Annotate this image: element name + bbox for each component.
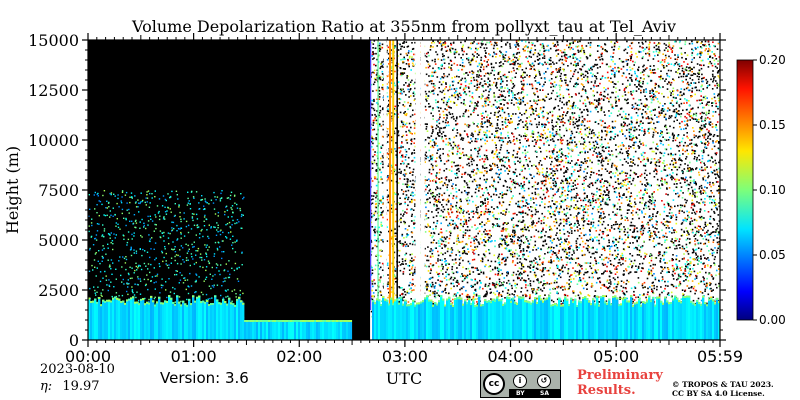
signal-streak — [415, 40, 421, 310]
y-axis: 0 2500 5000 7500 10000 12500 15000 — [28, 31, 726, 350]
colorbar-tick-label: 0.00 — [759, 313, 786, 327]
cc-license-badge[interactable]: cc i ↺ BY SA — [480, 370, 561, 398]
measurement-date: 2023-08-10 — [40, 362, 115, 377]
colorbar — [736, 59, 754, 321]
copyright-line-2: CC BY SA 4.0 License. — [672, 389, 765, 398]
signal-streak — [396, 40, 398, 310]
copyright-line-1: © TROPOS & TAU 2023. — [672, 380, 774, 389]
x-axis-label: UTC — [386, 369, 422, 388]
signal-streak — [370, 40, 372, 310]
y-tick-label: 10000 — [28, 131, 79, 150]
x-tick-label: 03:00 — [382, 347, 428, 366]
y-tick-label: 5000 — [38, 231, 79, 250]
y-tick-label: 2500 — [38, 281, 79, 300]
x-tick-label: 02:00 — [276, 347, 322, 366]
colorbar-tick-label: 0.05 — [759, 248, 786, 262]
noise-region-base — [370, 40, 720, 340]
copyright-note: © TROPOS & TAU 2023. CC BY SA 4.0 Licens… — [672, 380, 774, 398]
x-tick-label: 05:59 — [697, 347, 743, 366]
eta-value: 19.97 — [62, 379, 100, 394]
no-data-gap — [352, 40, 371, 340]
plot-area — [88, 40, 720, 340]
x-tick-label: 04:00 — [487, 347, 533, 366]
y-tick-label: 12500 — [28, 81, 79, 100]
y-tick-label: 0 — [69, 331, 79, 350]
preliminary-note: Preliminary Results. — [577, 368, 663, 398]
version-label: Version: 3.6 — [160, 369, 249, 387]
y-axis-label: Height (m) — [3, 146, 22, 234]
y-tick-label: 7500 — [38, 181, 79, 200]
signal-streak — [389, 40, 392, 310]
license-strip — [509, 389, 561, 398]
signal-streak — [392, 40, 395, 310]
x-tick-label: 00:00 — [65, 347, 111, 366]
eta-readout: η: 19.97 — [40, 379, 100, 394]
preliminary-line-1: Preliminary — [577, 368, 663, 383]
colorbar-tick-label: 0.15 — [759, 118, 786, 132]
x-axis: 00:00 01:00 02:00 03:00 04:00 05:00 05:59 — [65, 33, 743, 366]
signal-streak — [420, 40, 425, 310]
signal-streak — [377, 40, 379, 310]
y-tick-label: 15000 — [28, 31, 79, 50]
x-tick-label: 01:00 — [171, 347, 217, 366]
colorbar-ticks: 0.00 0.05 0.10 0.15 0.20 — [753, 53, 786, 327]
x-tick-label: 05:00 — [593, 347, 639, 366]
eta-label: η: — [40, 379, 53, 394]
license-sa: SA — [540, 390, 549, 397]
chart-title: Volume Depolarization Ratio at 355nm fro… — [131, 17, 676, 36]
sa-share-icon: ↺ — [537, 374, 551, 388]
colorbar-tick-label: 0.10 — [759, 183, 786, 197]
colorbar-tick-label: 0.20 — [759, 53, 786, 67]
by-person-icon: i — [513, 374, 527, 388]
preliminary-line-2: Results. — [577, 383, 636, 398]
license-by: BY — [516, 390, 525, 397]
signal-streak — [383, 40, 387, 310]
cc-icon: cc — [483, 373, 505, 395]
